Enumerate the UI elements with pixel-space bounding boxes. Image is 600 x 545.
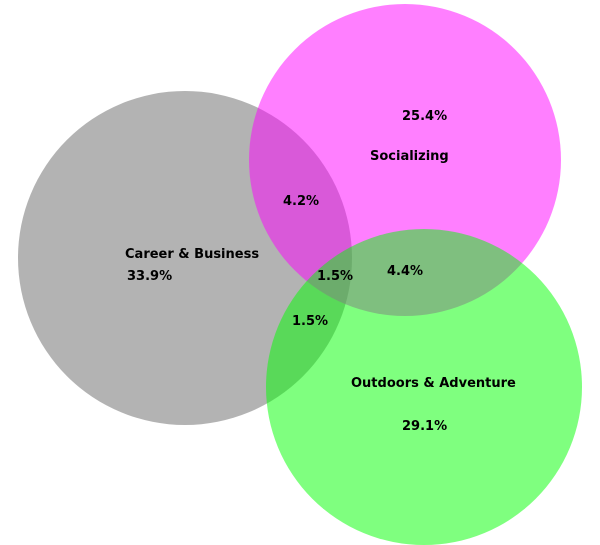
set-value-socializing: 25.4%: [402, 109, 447, 124]
set-label-socializing: Socializing: [370, 149, 449, 164]
circles-layer: [18, 4, 582, 545]
set-label-career-and-business: Career & Business: [125, 247, 259, 262]
set-circle-outdoors-and-adventure: [266, 229, 582, 545]
set-value-outdoors-and-adventure: 29.1%: [402, 419, 447, 434]
intersection-value-career-and-business-x-socializing-x-outdoors-and-adventure: 1.5%: [317, 269, 353, 284]
intersection-value-socializing-x-outdoors-and-adventure: 4.4%: [387, 264, 423, 279]
set-label-outdoors-and-adventure: Outdoors & Adventure: [351, 376, 516, 391]
intersection-value-career-and-business-x-outdoors-and-adventure: 1.5%: [292, 314, 328, 329]
set-value-career-and-business: 33.9%: [127, 269, 172, 284]
labels-layer: Career & Business 33.9% Socializing 25.4% Ou…: [125, 109, 516, 434]
intersection-value-career-and-business-x-socializing: 4.2%: [283, 194, 319, 209]
set-circle-socializing: [249, 4, 561, 316]
